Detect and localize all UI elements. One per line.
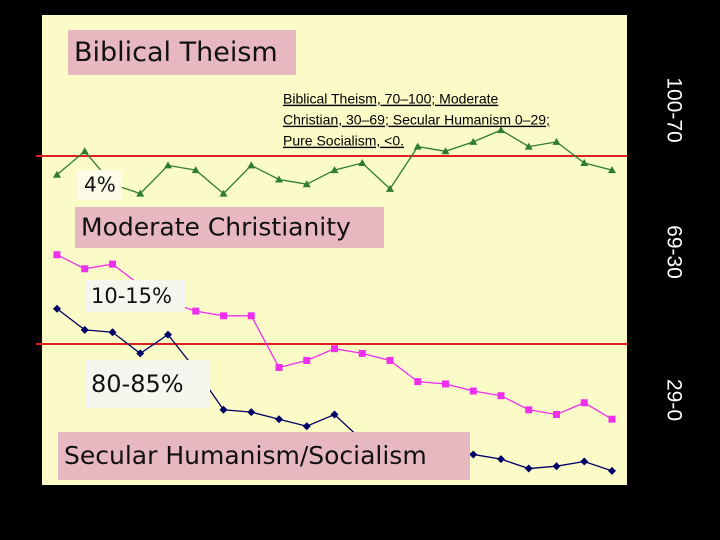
data-point: [552, 462, 561, 471]
data-point: [219, 405, 228, 414]
data-point: [136, 349, 145, 358]
annotation-box: [75, 207, 384, 248]
note-line: Pure Socialism, <0.: [283, 133, 404, 149]
data-point: [524, 464, 533, 473]
data-point: [331, 345, 338, 353]
data-point: [469, 387, 477, 395]
annotation: Secular Humanism/Socialism: [64, 441, 427, 470]
data-point: [608, 166, 616, 174]
annotation: 10-15%: [91, 284, 172, 308]
data-point: [330, 410, 339, 419]
annotation-box: [68, 30, 296, 75]
data-point: [247, 408, 256, 417]
data-point: [53, 304, 61, 313]
data-point: [164, 161, 172, 169]
annotation: 4%: [84, 173, 116, 197]
data-point: [580, 457, 589, 466]
data-point: [220, 312, 227, 320]
data-point: [497, 126, 505, 134]
data-point: [553, 411, 560, 418]
side-strip: [627, 0, 720, 540]
data-point: [608, 415, 616, 423]
data-point: [80, 147, 89, 155]
data-point: [386, 356, 394, 364]
band-label: 29-0: [662, 379, 685, 421]
data-point: [80, 325, 89, 334]
data-point: [275, 175, 283, 183]
data-point: [136, 189, 145, 197]
annotation-box: [78, 170, 122, 200]
data-point: [164, 330, 172, 339]
data-point: [302, 422, 311, 431]
annotation: 80-85%: [91, 370, 184, 398]
data-point: [247, 161, 256, 169]
data-point: [386, 184, 394, 192]
data-point: [330, 166, 339, 174]
data-point: [302, 180, 311, 188]
data-point: [497, 455, 505, 464]
data-point: [247, 312, 255, 320]
data-point: [53, 251, 61, 259]
annotation-box: [58, 432, 470, 480]
data-point: [469, 137, 478, 145]
data-point: [109, 260, 116, 268]
annotation-box: [85, 280, 185, 312]
data-point: [497, 392, 505, 400]
annotation-box: [85, 360, 210, 408]
data-point: [525, 406, 533, 414]
data-point: [53, 170, 61, 178]
data-point: [552, 137, 561, 145]
data-point: [219, 189, 228, 197]
data-point: [442, 380, 449, 388]
data-point: [580, 159, 589, 167]
data-point: [358, 349, 366, 357]
data-point: [275, 364, 283, 371]
data-point: [191, 166, 200, 174]
data-point: [108, 328, 117, 337]
note-line: Biblical Theism, 70–100; Moderate: [283, 91, 499, 107]
data-point: [469, 450, 478, 459]
data-point: [192, 307, 200, 315]
data-point: [413, 142, 422, 150]
annotation: Biblical Theism: [74, 37, 278, 68]
data-point: [608, 466, 616, 475]
band-label: 100-70: [662, 77, 685, 142]
data-point: [81, 265, 89, 273]
data-point: [524, 142, 533, 150]
data-point: [358, 159, 367, 167]
annotation: Moderate Christianity: [81, 213, 351, 242]
data-point: [303, 356, 311, 364]
data-point: [580, 399, 588, 407]
band-label: 69-30: [662, 225, 685, 279]
data-point: [275, 415, 283, 424]
data-point: [414, 378, 422, 386]
note-line: Christian, 30–69; Secular Humanism 0–29;: [283, 112, 550, 128]
data-point: [441, 147, 450, 155]
